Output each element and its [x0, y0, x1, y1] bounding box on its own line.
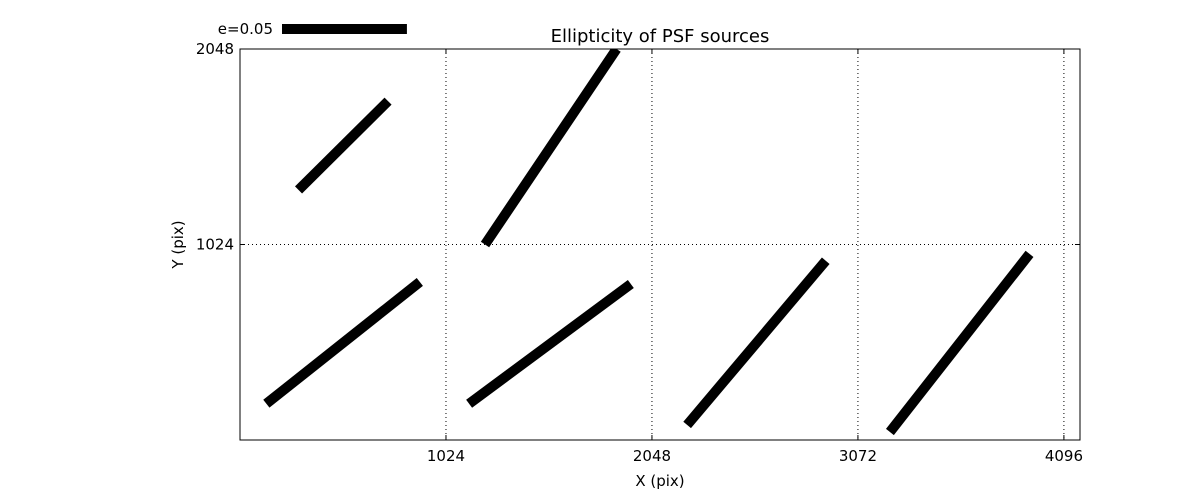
ellipticity-segment — [295, 97, 392, 194]
ticks: 1024 2048 3072 4096 1024 2048 — [196, 40, 1083, 465]
chart-title: Ellipticity of PSF sources — [551, 26, 770, 47]
x-tick-label: 3072 — [839, 447, 877, 465]
ellipticity-segment — [263, 278, 423, 408]
ellipticity-segment — [480, 49, 621, 248]
x-tick-label: 2048 — [633, 447, 671, 465]
ellipticity-segment — [683, 257, 830, 429]
x-tick-label: 1024 — [427, 447, 465, 465]
ellipticity-segment — [466, 280, 634, 408]
grid-lines — [240, 49, 1080, 440]
y-tick-label: 2048 — [196, 40, 234, 58]
segments — [263, 49, 1034, 436]
ellipticity-segment — [885, 250, 1034, 436]
x-tick-label: 4096 — [1045, 447, 1083, 465]
y-axis-label: Y (pix) — [169, 220, 187, 269]
y-tick-label: 1024 — [196, 236, 234, 254]
scale-legend-label: e=0.05 — [218, 20, 273, 38]
x-axis-label: X (pix) — [635, 472, 684, 490]
